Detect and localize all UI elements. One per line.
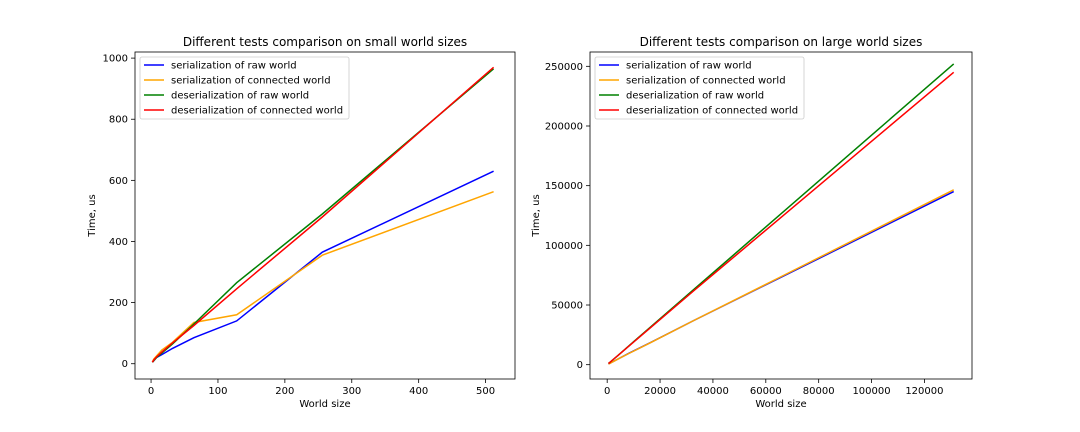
y-axis-label: Time, us — [87, 194, 98, 237]
x-axis-label: World size — [299, 399, 350, 410]
legend-label-0: serialization of raw world — [626, 61, 752, 72]
legend-box — [594, 56, 805, 120]
x-axis-label: World size — [755, 399, 806, 410]
legend-label-2: deserialization of raw world — [626, 91, 764, 102]
legend-label-3: deserialization of connected world — [171, 106, 343, 117]
y-tick-label: 200000 — [545, 121, 583, 132]
series-line-3 — [151, 66, 495, 363]
x-tick-label: 0 — [148, 386, 154, 397]
plot-frame — [589, 51, 973, 380]
legend-label-0: serialization of raw world — [171, 61, 297, 72]
y-tick-label: 50000 — [551, 301, 583, 312]
series-line-3 — [608, 71, 955, 365]
y-tick-label: 200 — [109, 298, 128, 309]
y-tick-label: 1000 — [103, 54, 128, 65]
y-tick-label: 150000 — [545, 181, 583, 192]
large-world-chart: 0 20000 40000 60000 80000 100000 120000 0 50000 1… — [531, 35, 973, 410]
series-line-1 — [608, 189, 955, 365]
y-tick-label: 800 — [109, 115, 128, 126]
y-tick-label: 100000 — [545, 241, 583, 252]
y-tick-label: 0 — [122, 359, 128, 370]
y-tick-label: 400 — [109, 237, 128, 248]
y-tick-label: 250000 — [545, 62, 583, 73]
y-tick-label: 0 — [577, 360, 583, 371]
x-tick-label: 40000 — [697, 386, 729, 397]
legend-label-3: deserialization of connected world — [626, 106, 798, 117]
x-tick-label: 20000 — [644, 386, 676, 397]
legend-label-2: deserialization of raw world — [171, 91, 309, 102]
y-axis-label: Time, us — [531, 194, 542, 237]
chart-title: Different tests comparison on small worl… — [183, 35, 467, 49]
plot-frame — [134, 51, 516, 380]
legend-box — [139, 56, 350, 120]
x-tick-label: 300 — [342, 386, 361, 397]
x-tick-label: 400 — [409, 386, 428, 397]
x-tick-label: 500 — [476, 386, 495, 397]
x-tick-label: 200 — [275, 386, 294, 397]
small-world-chart: 0 100 200 300 400 500 0 200 400 600 800 1000 Differe… — [87, 35, 516, 410]
x-tick-label: 80000 — [803, 386, 835, 397]
x-tick-label: 60000 — [750, 386, 782, 397]
legend-label-1: serialization of connected world — [171, 76, 331, 87]
x-tick-label: 0 — [604, 386, 610, 397]
x-tick-label: 120000 — [905, 386, 943, 397]
chart-title: Different tests comparison on large worl… — [640, 35, 923, 49]
legend-label-1: serialization of connected world — [626, 76, 786, 87]
x-tick-label: 100 — [208, 386, 227, 397]
y-tick-label: 600 — [109, 176, 128, 187]
x-tick-label: 100000 — [852, 386, 890, 397]
